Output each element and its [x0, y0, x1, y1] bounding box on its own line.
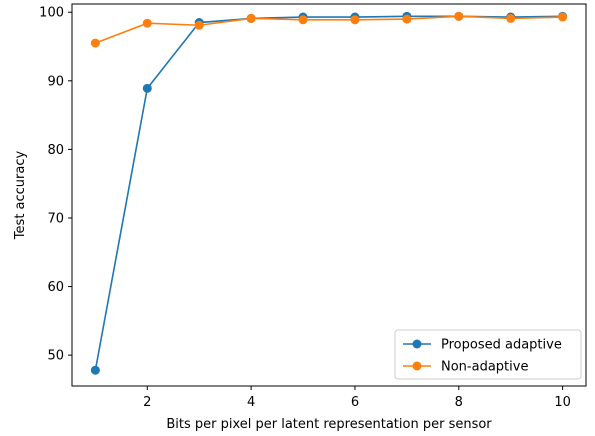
axes: 2 4 6 8 10 50 60 70 80 90 100 — [39, 3, 587, 410]
x-tick-label-3: 8 — [455, 395, 463, 410]
y-tick-label-5: 100 — [39, 6, 64, 21]
legend-label-0: Proposed adaptive — [441, 338, 562, 353]
data-point-1-8 — [506, 13, 516, 23]
x-axis-label: Bits per pixel per latent representation… — [166, 417, 492, 432]
legend-marker-1 — [412, 361, 422, 371]
axes-frame — [71, 3, 587, 387]
data-point-1-9 — [558, 12, 568, 22]
data-point-1-3 — [246, 13, 256, 23]
y-tick-label-0: 50 — [47, 349, 64, 364]
x-tick-label-1: 4 — [247, 395, 255, 410]
y-tick-label-2: 70 — [47, 211, 64, 226]
data-point-1-4 — [298, 15, 308, 25]
y-tick-label-1: 60 — [47, 280, 64, 295]
y-tick-label-3: 80 — [47, 143, 64, 158]
x-tick-label-4: 10 — [554, 395, 571, 410]
data-point-1-6 — [402, 14, 412, 24]
data-point-1-7 — [454, 11, 464, 21]
y-tick-label-4: 90 — [47, 74, 64, 89]
data-point-1-0 — [90, 38, 100, 48]
data-point-0-0 — [90, 365, 100, 375]
legend-box — [394, 329, 582, 380]
y-axis-label: Test accuracy — [13, 151, 28, 241]
legend-marker-0 — [412, 339, 422, 349]
plot-area — [90, 11, 568, 375]
data-point-0-1 — [142, 83, 152, 93]
data-point-1-5 — [350, 15, 360, 25]
series-line-1 — [95, 15, 563, 44]
x-tick-label-0: 2 — [143, 395, 151, 410]
legend: Proposed adaptive Non-adaptive — [394, 329, 582, 380]
data-point-1-2 — [194, 20, 204, 30]
series-line-0 — [94, 15, 563, 371]
data-point-1-1 — [142, 18, 152, 28]
legend-label-1: Non-adaptive — [441, 360, 528, 375]
x-tick-label-2: 6 — [351, 395, 359, 410]
